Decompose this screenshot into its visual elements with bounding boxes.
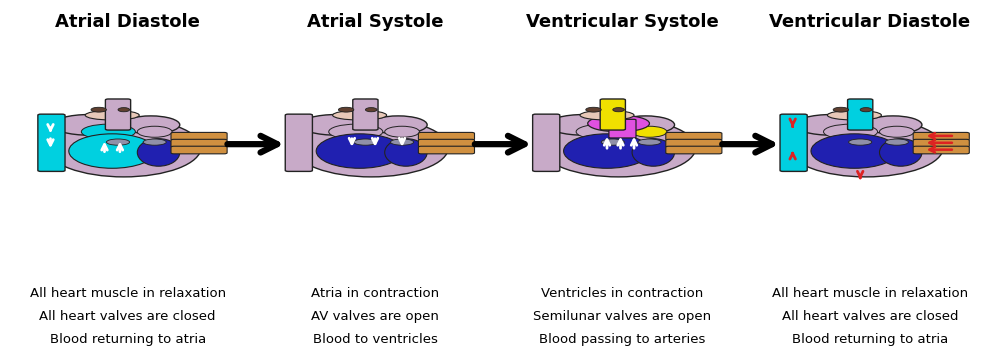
- Text: All heart muscle in relaxation: All heart muscle in relaxation: [30, 287, 226, 300]
- Ellipse shape: [613, 108, 624, 112]
- FancyBboxPatch shape: [105, 99, 131, 130]
- Ellipse shape: [91, 107, 106, 112]
- Ellipse shape: [879, 139, 922, 166]
- Text: Atrial Diastole: Atrial Diastole: [55, 13, 200, 31]
- Ellipse shape: [617, 116, 675, 134]
- Text: Atrial Systole: Atrial Systole: [307, 13, 443, 31]
- Ellipse shape: [106, 139, 130, 145]
- Ellipse shape: [547, 115, 621, 135]
- FancyBboxPatch shape: [666, 139, 722, 147]
- FancyBboxPatch shape: [780, 114, 807, 171]
- Ellipse shape: [827, 110, 881, 120]
- Ellipse shape: [885, 139, 908, 145]
- Ellipse shape: [564, 134, 650, 168]
- Ellipse shape: [69, 134, 156, 168]
- Ellipse shape: [118, 108, 130, 112]
- Ellipse shape: [580, 110, 634, 120]
- Ellipse shape: [879, 126, 914, 137]
- Ellipse shape: [638, 139, 661, 145]
- Ellipse shape: [576, 124, 630, 139]
- Ellipse shape: [294, 118, 448, 177]
- Ellipse shape: [632, 139, 675, 166]
- Ellipse shape: [300, 115, 373, 135]
- Ellipse shape: [811, 134, 898, 168]
- FancyBboxPatch shape: [609, 119, 636, 138]
- Text: Blood passing to arteries: Blood passing to arteries: [539, 333, 706, 346]
- Ellipse shape: [85, 110, 139, 120]
- Text: Blood returning to atria: Blood returning to atria: [792, 333, 948, 346]
- Text: All heart valves are closed: All heart valves are closed: [782, 310, 958, 323]
- FancyBboxPatch shape: [533, 114, 560, 171]
- Ellipse shape: [338, 107, 354, 112]
- Ellipse shape: [864, 116, 922, 134]
- FancyBboxPatch shape: [848, 99, 873, 130]
- FancyBboxPatch shape: [171, 132, 227, 140]
- Ellipse shape: [601, 139, 624, 145]
- Text: AV valves are open: AV valves are open: [311, 310, 439, 323]
- Ellipse shape: [329, 124, 383, 139]
- FancyBboxPatch shape: [913, 139, 969, 147]
- FancyBboxPatch shape: [913, 146, 969, 154]
- Ellipse shape: [137, 139, 180, 166]
- FancyBboxPatch shape: [285, 114, 312, 171]
- Ellipse shape: [390, 139, 414, 145]
- FancyBboxPatch shape: [353, 99, 378, 130]
- Text: Ventricular Diastole: Ventricular Diastole: [769, 13, 970, 31]
- Ellipse shape: [122, 116, 180, 134]
- FancyBboxPatch shape: [171, 146, 227, 154]
- FancyBboxPatch shape: [418, 146, 475, 154]
- Ellipse shape: [789, 118, 943, 177]
- FancyBboxPatch shape: [600, 99, 625, 130]
- Ellipse shape: [541, 118, 696, 177]
- FancyBboxPatch shape: [418, 139, 475, 147]
- Ellipse shape: [137, 126, 172, 137]
- FancyBboxPatch shape: [913, 132, 969, 140]
- Ellipse shape: [860, 108, 872, 112]
- Text: Blood to ventricles: Blood to ventricles: [313, 333, 437, 346]
- Text: Semilunar valves are open: Semilunar valves are open: [533, 310, 712, 323]
- FancyBboxPatch shape: [38, 114, 65, 171]
- Ellipse shape: [369, 116, 427, 134]
- Ellipse shape: [385, 126, 419, 137]
- Text: All heart valves are closed: All heart valves are closed: [39, 310, 216, 323]
- Ellipse shape: [385, 139, 427, 166]
- Text: Blood returning to atria: Blood returning to atria: [50, 333, 206, 346]
- Ellipse shape: [795, 115, 868, 135]
- FancyBboxPatch shape: [666, 146, 722, 154]
- FancyBboxPatch shape: [418, 132, 475, 140]
- Ellipse shape: [586, 107, 601, 112]
- FancyBboxPatch shape: [666, 132, 722, 140]
- Ellipse shape: [47, 118, 201, 177]
- Ellipse shape: [824, 124, 878, 139]
- FancyBboxPatch shape: [171, 139, 227, 147]
- Text: Ventricles in contraction: Ventricles in contraction: [541, 287, 704, 300]
- Ellipse shape: [81, 124, 135, 139]
- Ellipse shape: [354, 139, 377, 145]
- Ellipse shape: [365, 108, 377, 112]
- Ellipse shape: [849, 139, 872, 145]
- Ellipse shape: [52, 115, 126, 135]
- Ellipse shape: [333, 110, 387, 120]
- Ellipse shape: [833, 107, 849, 112]
- Text: Atria in contraction: Atria in contraction: [311, 287, 439, 300]
- Ellipse shape: [588, 115, 649, 132]
- Ellipse shape: [316, 134, 403, 168]
- Text: Ventricular Systole: Ventricular Systole: [526, 13, 719, 31]
- Ellipse shape: [143, 139, 166, 145]
- Ellipse shape: [632, 126, 667, 137]
- Text: All heart muscle in relaxation: All heart muscle in relaxation: [772, 287, 968, 300]
